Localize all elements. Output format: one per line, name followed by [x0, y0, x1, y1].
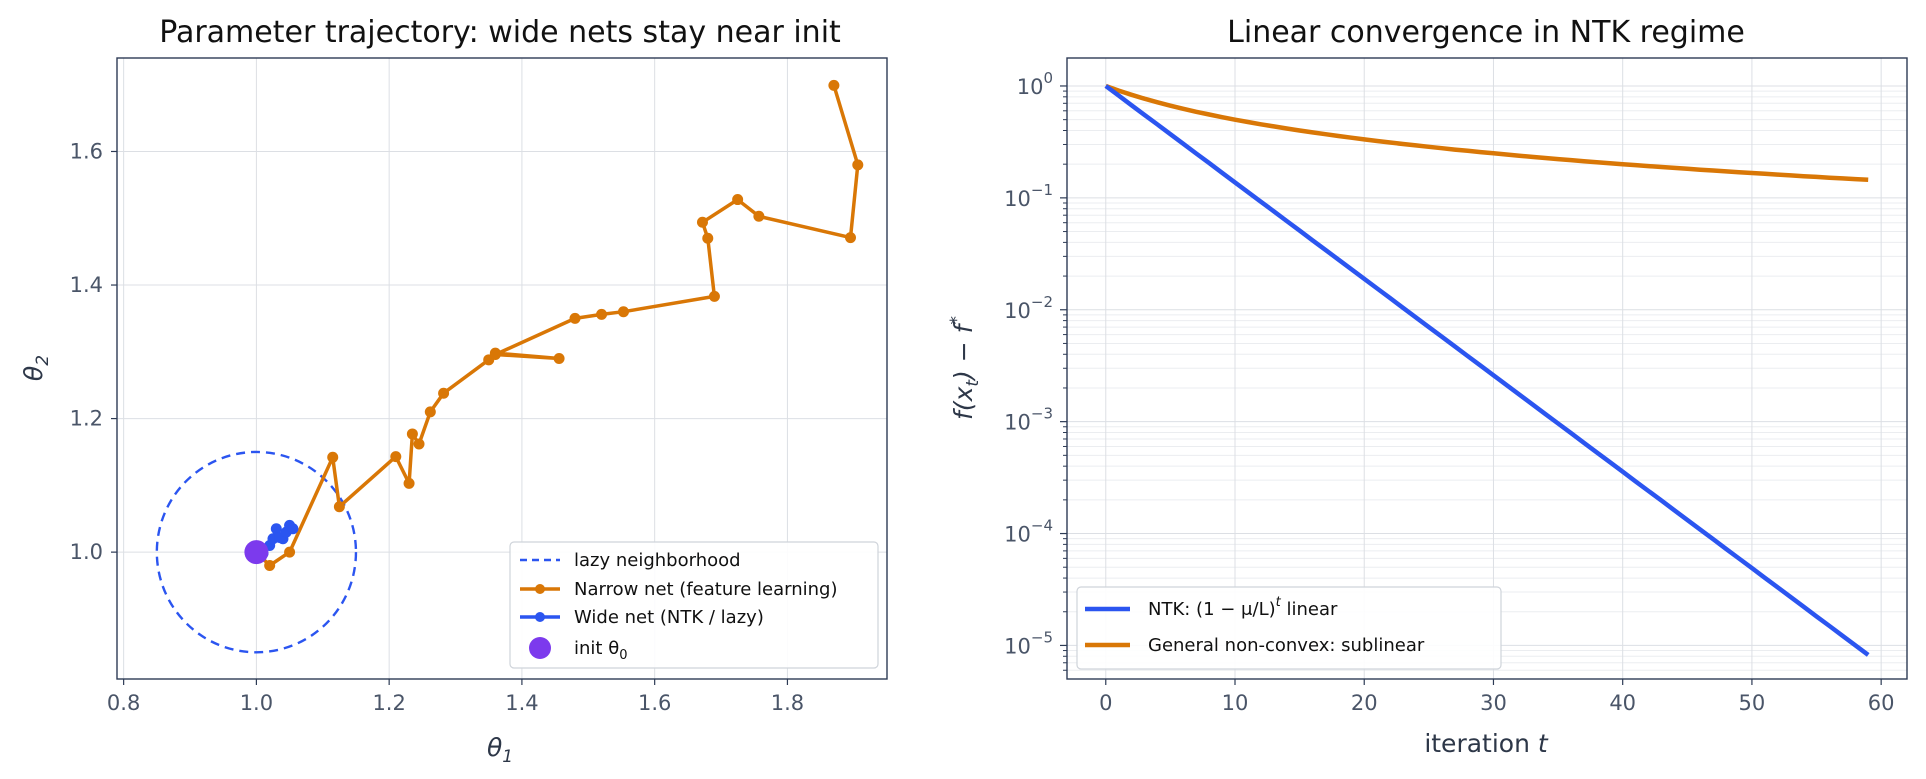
left-x-tick-label: 1.2	[372, 691, 405, 715]
narrow-net-point	[333, 501, 345, 513]
left-axes-frame	[116, 57, 888, 680]
narrow-net-point	[708, 290, 720, 302]
right-x-tick-label: 0	[1099, 691, 1112, 715]
left-legend-box	[509, 541, 879, 669]
wide-net-point	[270, 523, 282, 535]
narrow-net-point	[732, 194, 744, 206]
left-x-tick-label: 1.6	[638, 691, 671, 715]
lazy-neighborhood-circle	[155, 450, 358, 654]
legend-wide-label: Wide net (NTK / lazy)	[574, 607, 764, 628]
legend-ntk-label: NTK: (1 − μ/L)t linear	[1148, 595, 1338, 620]
general-nonconvex-line	[1105, 83, 1869, 183]
right-chart: Linear convergence in NTK regime 0 10 20 30…	[947, 15, 1908, 758]
narrow-net-point	[403, 477, 415, 489]
narrow-net-point	[844, 232, 856, 244]
left-y-tick-label: 1.4	[70, 273, 103, 297]
narrow-net-point	[264, 559, 276, 571]
right-y-tick-label: 100	[1017, 69, 1053, 99]
legend-lazy-label: lazy neighborhood	[574, 550, 741, 571]
right-x-tick-label: 40	[1609, 691, 1636, 715]
narrow-net-point	[489, 348, 501, 360]
narrow-net-point	[413, 438, 425, 450]
narrow-net-point	[390, 451, 402, 463]
legend-narrow-label: Narrow net (feature learning)	[574, 579, 838, 600]
left-y-tick-label: 1.0	[70, 540, 103, 564]
left-chart-title: Parameter trajectory: wide nets stay nea…	[159, 15, 841, 50]
right-y-tick-label: 10−3	[1004, 405, 1053, 435]
narrow-net-point	[327, 451, 339, 463]
right-y-tick-label: 10−4	[1004, 517, 1053, 547]
ntk-linear-line	[1104, 84, 1870, 657]
left-legend: lazy neighborhood Narrow net (feature le…	[509, 541, 879, 669]
right-axes-frame	[1066, 57, 1908, 680]
left-x-tick-label: 1.0	[240, 691, 273, 715]
narrow-net-point	[438, 387, 450, 399]
left-ticks: 0.8 1.0 1.2 1.4 1.6 1.8 1.0 1.2 1.4 1.6	[70, 139, 805, 715]
narrow-net-point	[596, 308, 608, 320]
left-x-tick-label: 1.8	[771, 691, 804, 715]
legend-init-label: init θ0	[574, 638, 627, 663]
left-chart: Parameter trajectory: wide nets stay nea…	[19, 15, 888, 767]
right-y-tick-label: 10−1	[1004, 181, 1053, 211]
left-x-axis-label: θ1	[487, 733, 513, 767]
right-chart-title: Linear convergence in NTK regime	[1227, 15, 1745, 50]
right-grid	[1067, 58, 1907, 679]
narrow-net-point	[828, 79, 840, 91]
right-x-tick-label: 30	[1480, 691, 1507, 715]
wide-net-point	[287, 523, 299, 535]
right-y-axis-label: f(xt) − f*	[947, 316, 983, 420]
legend-narrow-marker	[535, 584, 545, 594]
left-x-tick-label: 0.8	[107, 691, 140, 715]
right-legend-box	[1076, 586, 1502, 670]
legend-init-marker	[529, 637, 551, 659]
right-y-tick-label: 10−5	[1004, 628, 1053, 658]
narrow-net-point	[406, 428, 418, 440]
narrow-net-point	[696, 216, 708, 228]
right-x-tick-label: 50	[1739, 691, 1766, 715]
narrow-net-point	[702, 232, 714, 244]
left-x-tick-label: 1.4	[505, 691, 538, 715]
right-y-tick-label: 10−2	[1004, 293, 1053, 323]
narrow-net-line	[255, 84, 860, 568]
right-x-tick-label: 60	[1868, 691, 1895, 715]
left-y-tick-label: 1.6	[70, 139, 103, 163]
right-ticks: 0 10 20 30 40 50 60 100 10−1 10−2 10−3 10−4 10−5	[1004, 69, 1894, 715]
left-y-tick-label: 1.2	[70, 407, 103, 431]
narrow-net-point	[553, 352, 565, 364]
right-plot-area	[1104, 83, 1870, 657]
narrow-net-point	[617, 306, 629, 318]
right-x-tick-label: 10	[1222, 691, 1249, 715]
right-legend: NTK: (1 − μ/L)t linear General non-conve…	[1076, 586, 1502, 670]
init-point-marker	[244, 540, 269, 565]
legend-wide-marker	[535, 612, 545, 622]
right-x-axis-label: iteration t	[1424, 729, 1549, 758]
narrow-net-point	[753, 210, 765, 222]
narrow-net-point	[284, 546, 296, 558]
left-y-axis-label: θ2	[19, 355, 53, 381]
legend-general-label: General non-convex: sublinear	[1148, 635, 1425, 656]
narrow-net-point	[424, 406, 436, 418]
narrow-net-point	[852, 159, 864, 171]
right-x-tick-label: 20	[1351, 691, 1378, 715]
narrow-net-point	[569, 312, 581, 324]
left-plot-area	[155, 79, 864, 654]
